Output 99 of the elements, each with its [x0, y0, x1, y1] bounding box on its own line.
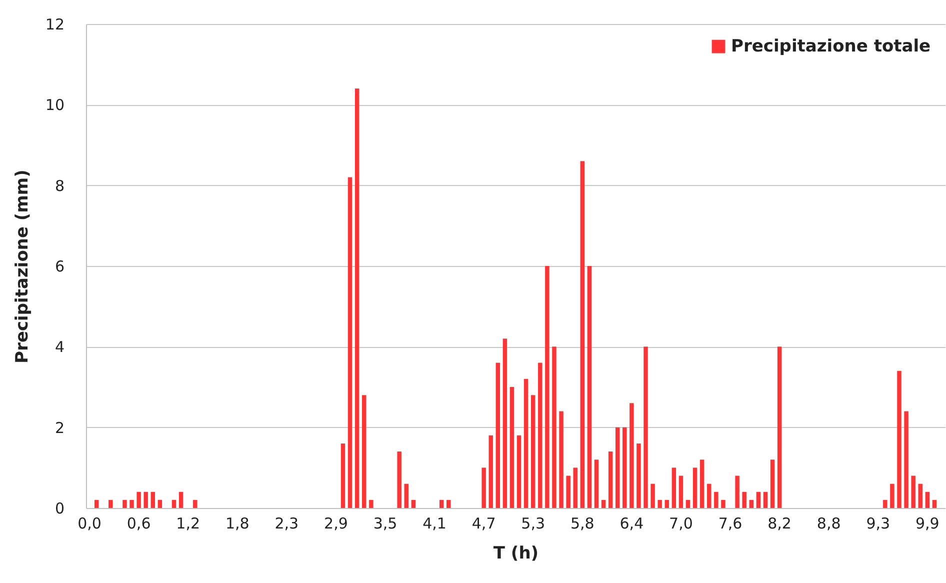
bar [172, 500, 176, 508]
bar [530, 395, 536, 508]
bar [594, 460, 599, 508]
bar [714, 492, 718, 508]
bar [630, 403, 634, 508]
bar [622, 427, 627, 508]
bar [193, 500, 198, 508]
bar [404, 484, 408, 508]
bar [904, 411, 908, 508]
x-tick-label: 5,8 [570, 514, 594, 532]
y-tick-label: 8 [54, 176, 64, 195]
bar [664, 500, 669, 508]
bar [897, 370, 902, 508]
x-tick-label: 1,2 [176, 514, 200, 532]
bar [150, 492, 155, 508]
bar [397, 452, 402, 508]
x-tick-label: 2,9 [324, 514, 348, 532]
bar [918, 484, 922, 508]
bar [439, 500, 444, 508]
bar [446, 500, 451, 508]
bar [756, 492, 761, 508]
bar [362, 395, 366, 508]
bar [136, 492, 141, 508]
bar [122, 500, 127, 508]
bar [369, 500, 374, 508]
bar [496, 362, 500, 508]
bar [883, 500, 888, 508]
bar [672, 468, 676, 508]
x-axis-title: T (h) [493, 544, 539, 564]
bar [763, 492, 768, 508]
bar [770, 460, 775, 508]
y-tick-label: 6 [54, 258, 64, 276]
bar [488, 435, 493, 508]
bar [644, 346, 648, 508]
bar [587, 266, 592, 508]
x-tick-label: 8,8 [816, 514, 841, 532]
bar [158, 500, 162, 508]
bar [601, 500, 606, 508]
bar [178, 492, 184, 508]
bar [524, 378, 528, 508]
x-tick-label: 4,1 [422, 514, 446, 532]
y-tick-label: 12 [45, 16, 64, 34]
bar [552, 346, 556, 508]
bar [510, 387, 514, 508]
bar [108, 500, 113, 508]
bar [608, 452, 613, 508]
y-tick-label: 10 [45, 96, 64, 114]
bar [516, 435, 522, 508]
bar [692, 468, 698, 508]
y-axis-title: Precipitazione (mm) [12, 170, 32, 364]
bar [348, 177, 352, 508]
bar [636, 443, 641, 508]
x-tick-label: 4,7 [472, 514, 496, 532]
bar [94, 500, 99, 508]
bar [686, 500, 690, 508]
bar [721, 500, 726, 508]
x-tick-label: 7,0 [669, 514, 693, 532]
bar [707, 484, 712, 508]
bar [144, 492, 148, 508]
bar [573, 468, 578, 508]
bar [700, 460, 704, 508]
bar [580, 161, 584, 508]
x-tick-label: 7,6 [718, 514, 742, 532]
x-tick-label: 9,9 [915, 514, 940, 532]
bar [749, 500, 754, 508]
y-tick-label: 4 [54, 338, 64, 356]
y-tick-label: 2 [54, 418, 64, 437]
x-tick-label: 1,8 [225, 514, 250, 532]
x-tick-label: 9,3 [866, 514, 890, 532]
bar [538, 362, 542, 508]
bar [411, 500, 416, 508]
x-tick-label: 0,0 [78, 514, 102, 532]
bar [502, 338, 508, 508]
bar [482, 468, 486, 508]
x-tick-label: 5,3 [521, 514, 546, 532]
bar [742, 492, 746, 508]
bar [735, 476, 740, 508]
bar [777, 346, 782, 508]
x-tick-label: 0,6 [126, 514, 151, 532]
bar [925, 492, 930, 508]
bar [615, 427, 620, 508]
legend-label: Precipitazione totale [731, 36, 931, 56]
x-tick-label: 6,4 [620, 514, 644, 532]
bar [890, 484, 894, 508]
bar [545, 266, 550, 508]
bar [340, 443, 346, 508]
bar [678, 476, 684, 508]
bar [658, 500, 662, 508]
x-tick-label: 3,5 [373, 514, 398, 532]
bar [650, 484, 655, 508]
bar [911, 476, 916, 508]
bar [130, 500, 134, 508]
bar [354, 88, 360, 508]
y-tick-label: 0 [54, 500, 64, 518]
bar [566, 476, 570, 508]
x-tick-label: 8,2 [768, 514, 792, 532]
x-tick-label: 2,3 [274, 514, 299, 532]
bar [932, 500, 937, 508]
bar [559, 411, 564, 508]
